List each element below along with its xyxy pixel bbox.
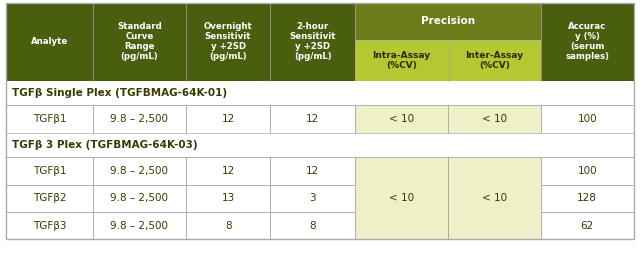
Text: 62: 62 [580,220,594,231]
Text: Precision: Precision [421,16,475,26]
Text: 9.8 – 2,500: 9.8 – 2,500 [110,114,168,124]
Text: TGFβ3: TGFβ3 [33,220,67,231]
Text: 12: 12 [306,166,319,176]
Text: Inter-Assay
(%CV): Inter-Assay (%CV) [465,51,524,70]
Bar [355,40,541,81]
Text: TGFβ1: TGFβ1 [33,114,67,124]
Bar [541,185,634,212]
Bar [6,81,634,105]
Bar [93,157,186,185]
Bar [448,105,541,133]
Bar [271,185,355,212]
Bar [271,105,355,133]
Bar [6,133,634,157]
Text: 9.8 – 2,500: 9.8 – 2,500 [110,193,168,203]
Bar [541,105,634,133]
Bar [355,105,448,133]
Text: 3: 3 [310,193,316,203]
Bar [186,105,271,133]
Text: 100: 100 [577,114,597,124]
Text: Intra-Assay
(%CV): Intra-Assay (%CV) [372,51,431,70]
Bar [355,157,448,239]
Text: 8: 8 [310,220,316,231]
Text: < 10: < 10 [389,114,414,124]
Bar [6,105,93,133]
Text: Accurac
y (%)
(serum
samples): Accurac y (%) (serum samples) [565,22,609,61]
Bar [186,157,271,185]
Text: TGFβ1: TGFβ1 [33,166,67,176]
Text: 8: 8 [225,220,232,231]
Text: 13: 13 [221,193,235,203]
Bar [271,157,355,185]
Bar [6,3,634,81]
Text: TGFβ Single Plex (TGFBMAG-64K-01): TGFβ Single Plex (TGFBMAG-64K-01) [12,88,227,98]
Bar [93,185,186,212]
Text: 9.8 – 2,500: 9.8 – 2,500 [110,166,168,176]
Bar [355,3,541,40]
Text: 12: 12 [221,166,235,176]
Text: 12: 12 [306,114,319,124]
Bar [271,212,355,239]
Bar [186,185,271,212]
Text: Analyte: Analyte [31,37,68,46]
Bar [448,157,541,239]
Text: 9.8 – 2,500: 9.8 – 2,500 [110,220,168,231]
Text: 12: 12 [221,114,235,124]
Bar [541,212,634,239]
Text: 2-hour
Sensitivit
y +2SD
(pg/mL): 2-hour Sensitivit y +2SD (pg/mL) [289,22,336,61]
Text: Standard
Curve
Range
(pg/mL): Standard Curve Range (pg/mL) [117,22,162,61]
Text: < 10: < 10 [482,193,507,203]
Bar [186,212,271,239]
Text: TGFβ 3 Plex (TGFBMAG-64K-03): TGFβ 3 Plex (TGFBMAG-64K-03) [12,140,197,150]
Bar [93,105,186,133]
Text: Overnight
Sensitivit
y +2SD
(pg/mL): Overnight Sensitivit y +2SD (pg/mL) [204,22,253,61]
Text: TGFβ2: TGFβ2 [33,193,67,203]
Text: 100: 100 [577,166,597,176]
Bar [6,212,93,239]
Bar [6,157,93,185]
Bar [6,185,93,212]
Bar [541,157,634,185]
Text: < 10: < 10 [482,114,507,124]
Bar [93,212,186,239]
Text: < 10: < 10 [389,193,414,203]
Text: 128: 128 [577,193,597,203]
